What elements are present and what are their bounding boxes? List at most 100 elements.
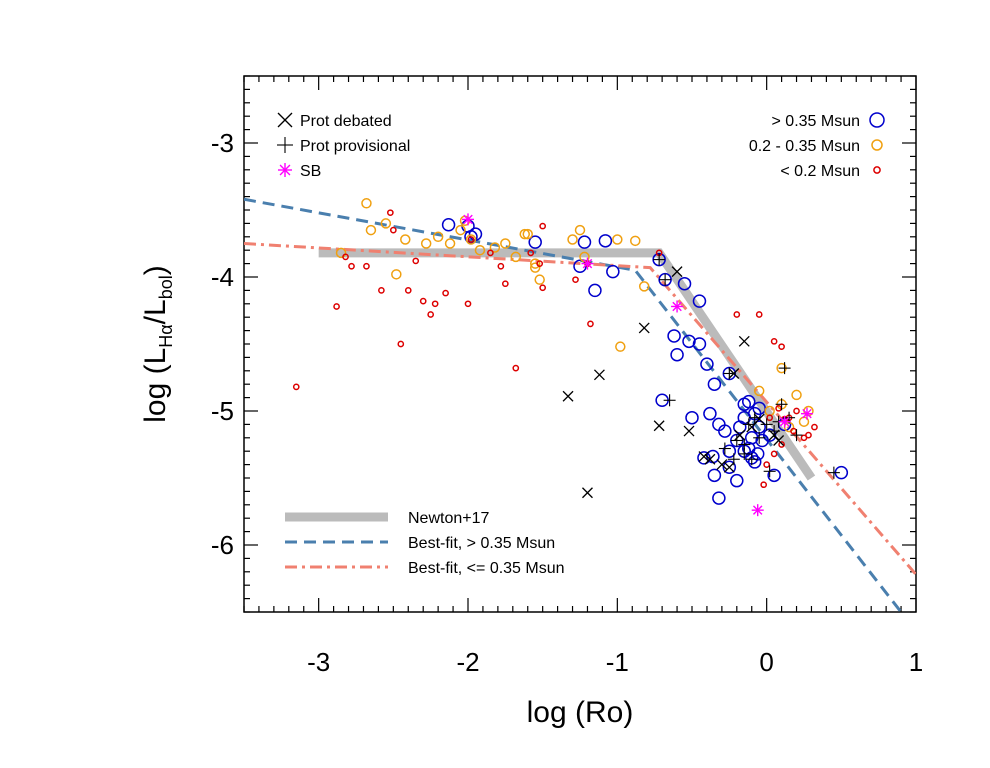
y-axis-title: log (LHα/Lbol) <box>139 265 176 423</box>
point-high <box>667 329 681 343</box>
point-low <box>587 320 594 328</box>
marker-debated <box>638 322 650 334</box>
point-low <box>404 287 412 294</box>
point-mid <box>361 198 372 209</box>
point-high <box>700 357 714 371</box>
marker-provisional <box>653 253 666 266</box>
point-high <box>692 337 707 351</box>
marker-debated <box>723 461 735 473</box>
legend-marker-label: SB <box>300 163 321 180</box>
marker-debated <box>698 451 710 463</box>
marker-provisional <box>775 398 788 411</box>
marker-debated <box>671 266 683 278</box>
legend-symbol-provisional <box>277 137 293 153</box>
point-mid <box>534 274 545 285</box>
point-low <box>386 209 394 217</box>
tick-labels: -3 -2 -1 0 1 -3 -4 -5 -6 <box>211 128 923 677</box>
marker-sb <box>462 213 474 226</box>
marker-debated-stroke <box>704 453 716 465</box>
point-low <box>811 423 818 431</box>
marker-debated-stroke <box>638 322 650 334</box>
marker-provisional <box>727 453 740 466</box>
x-axis-title: log (Ro) <box>527 696 634 729</box>
point-mid <box>638 281 650 292</box>
point-mid <box>420 238 432 249</box>
y-tick-label: -4 <box>211 262 234 292</box>
legend-symbol-sb-stroke <box>279 164 291 176</box>
y-tick-label: -6 <box>211 530 234 560</box>
point-mid <box>335 247 347 259</box>
point-high <box>767 468 781 483</box>
legend-markers: Prot debated Prot provisional SB <box>277 112 410 180</box>
marker-provisional <box>738 438 751 451</box>
point-low <box>539 284 547 292</box>
point-mid <box>510 251 522 263</box>
point-low <box>397 340 405 348</box>
point-mid <box>630 235 641 247</box>
marker-debated-stroke <box>698 451 710 463</box>
point-mid <box>574 224 586 236</box>
marker-debated-stroke <box>562 390 574 402</box>
point-low <box>572 276 579 284</box>
point-high <box>722 460 737 475</box>
data-points <box>292 198 849 517</box>
marker-sb <box>671 300 684 313</box>
legend-mass: > 0.35 Msun 0.2 - 0.35 Msun < 0.2 Msun <box>749 112 885 180</box>
point-low <box>770 450 778 458</box>
point-mid <box>529 258 541 269</box>
legend-mass-label: > 0.35 Msun <box>772 113 861 130</box>
marker-provisional <box>745 453 758 466</box>
point-low <box>778 441 785 448</box>
point-low <box>378 287 385 294</box>
marker-sb <box>800 407 813 420</box>
marker-sb-stroke <box>672 301 682 312</box>
legend-line-label: Best-fit, > 0.35 Msun <box>408 535 555 552</box>
marker-provisional <box>790 429 803 442</box>
point-low <box>342 253 349 261</box>
marker-debated-stroke <box>653 420 665 432</box>
marker-sb-stroke <box>802 408 812 419</box>
point-mid <box>522 228 533 240</box>
legend-line-label: Newton+17 <box>408 510 489 527</box>
legend-mass-label: < 0.2 Msun <box>780 163 860 180</box>
point-low <box>770 337 778 345</box>
marker-provisional <box>663 394 676 407</box>
point-high <box>588 283 602 298</box>
marker-debated-stroke <box>738 335 750 347</box>
point-low <box>763 461 771 468</box>
point-low <box>760 481 768 489</box>
y-title-sub-halpha: Hα <box>156 324 176 347</box>
point-high <box>741 394 756 409</box>
marker-debated-stroke <box>746 421 758 433</box>
marker-provisional <box>827 466 840 479</box>
x-tick-label: 0 <box>759 647 773 677</box>
point-mid <box>465 234 477 245</box>
legend-mass-label: 0.2 - 0.35 Msun <box>749 138 860 155</box>
marker-debated-stroke <box>683 425 695 437</box>
marker-sb <box>751 504 764 517</box>
axis-ticks <box>243 75 917 613</box>
y-tick-label: -3 <box>211 128 234 158</box>
point-high <box>722 444 737 458</box>
point-low <box>512 364 520 372</box>
point-low <box>778 343 785 351</box>
point-low <box>487 249 494 257</box>
y-title-sub-bol: bol <box>156 275 176 299</box>
point-low <box>348 262 355 270</box>
point-high <box>670 347 684 362</box>
marker-sb-stroke <box>582 258 593 269</box>
marker-debated <box>704 453 716 465</box>
marker-debated <box>683 425 695 437</box>
legend-mass-symbol <box>869 112 885 128</box>
point-mid <box>489 242 501 253</box>
marker-provisional <box>760 418 773 431</box>
point-mid <box>529 262 541 273</box>
point-low <box>467 236 475 243</box>
marker-provisional <box>768 425 781 438</box>
marker-debated <box>593 369 605 381</box>
point-high <box>692 294 707 308</box>
point-low <box>755 311 763 318</box>
marker-debated-stroke <box>582 487 593 499</box>
point-mid <box>567 234 578 245</box>
y-title-suffix: ) <box>139 265 172 275</box>
